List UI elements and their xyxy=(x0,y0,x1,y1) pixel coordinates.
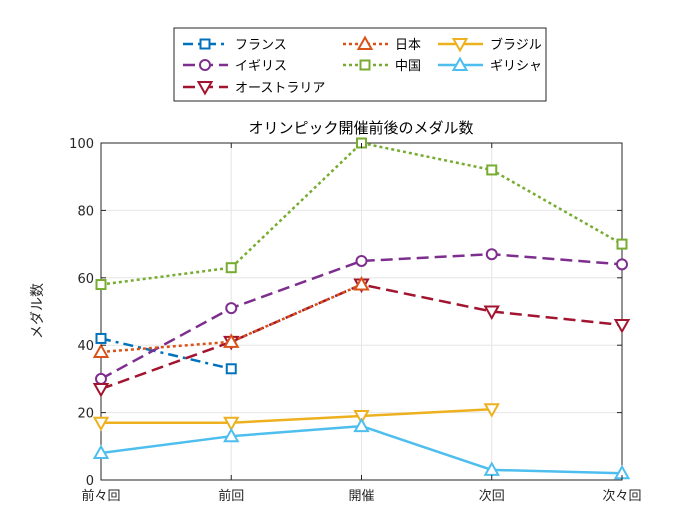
legend-marker-6 xyxy=(451,56,469,71)
point-0-0 xyxy=(95,332,107,344)
y-tick-label-4: 80 xyxy=(77,204,94,219)
series-0 xyxy=(95,332,237,375)
legend-marker-1 xyxy=(199,59,211,71)
point-4-1 xyxy=(225,262,237,274)
point-2-3 xyxy=(483,305,500,321)
legend-marker-0 xyxy=(199,38,211,50)
series-lines xyxy=(92,137,631,480)
legend-marker-3 xyxy=(356,35,374,50)
y-tick-label-2: 40 xyxy=(77,339,94,354)
y-tick-label-0: 0 xyxy=(86,474,94,489)
series-line-1 xyxy=(100,252,623,380)
point-5-1 xyxy=(223,416,240,432)
series-5 xyxy=(92,403,500,432)
x-tick-label-1: 前回 xyxy=(218,488,244,504)
y-tick-label-3: 60 xyxy=(77,272,94,287)
legend-box xyxy=(173,27,547,102)
chart-title: オリンピック開催前後のメダル数 xyxy=(248,119,473,137)
point-2-0 xyxy=(92,383,110,398)
point-4-3 xyxy=(486,164,498,176)
series-line-5 xyxy=(101,407,492,424)
point-4-4 xyxy=(616,238,628,250)
series-3 xyxy=(92,276,370,358)
point-1-1 xyxy=(225,302,238,315)
point-5-0 xyxy=(92,416,110,432)
legend-label-5: ブラジル xyxy=(490,37,542,53)
point-6-3 xyxy=(483,461,500,476)
legend-label-0: フランス xyxy=(235,38,287,53)
point-5-3 xyxy=(483,403,500,418)
point-3-1 xyxy=(223,333,240,348)
series-line-4 xyxy=(100,141,623,286)
legend-marker-2 xyxy=(196,81,214,96)
legend-label-1: イギリス xyxy=(235,59,287,74)
x-tick-label-4: 次々回 xyxy=(602,488,641,504)
x-tick-label-2: 開催 xyxy=(348,489,374,504)
x-tick-label-3: 次回 xyxy=(479,488,505,504)
y-tick-label-5: 100 xyxy=(69,137,94,152)
legend-label-3: 日本 xyxy=(395,38,421,53)
legend-marker-5 xyxy=(451,38,469,53)
series-6 xyxy=(92,417,631,480)
point-1-0 xyxy=(95,372,107,385)
point-3-2 xyxy=(353,276,370,291)
point-1-4 xyxy=(616,258,628,271)
x-tick-label-0: 前々回 xyxy=(81,488,120,504)
point-1-2 xyxy=(355,254,368,267)
y-tick-label-1: 20 xyxy=(77,407,94,422)
legend-marker-4 xyxy=(359,59,371,71)
point-1-3 xyxy=(485,248,498,261)
axes: 0 20 40 60 80 100 前々回 前回 開催 次回 次々回 xyxy=(69,137,641,504)
legend-label-4: 中国 xyxy=(395,59,421,74)
legend-label-6: ギリシャ xyxy=(490,59,542,74)
point-4-0 xyxy=(95,279,107,291)
series-1 xyxy=(95,248,628,385)
point-3-0 xyxy=(92,343,110,358)
point-0-1 xyxy=(225,363,237,375)
legend-label-2: オーストラリア xyxy=(235,81,325,96)
point-6-0 xyxy=(92,444,110,460)
series-line-3 xyxy=(100,283,363,354)
point-6-2 xyxy=(353,417,370,433)
point-6-1 xyxy=(223,427,240,443)
y-axis-label: メダル数 xyxy=(30,283,46,339)
point-2-4 xyxy=(613,318,631,334)
point-5-2 xyxy=(353,409,370,425)
